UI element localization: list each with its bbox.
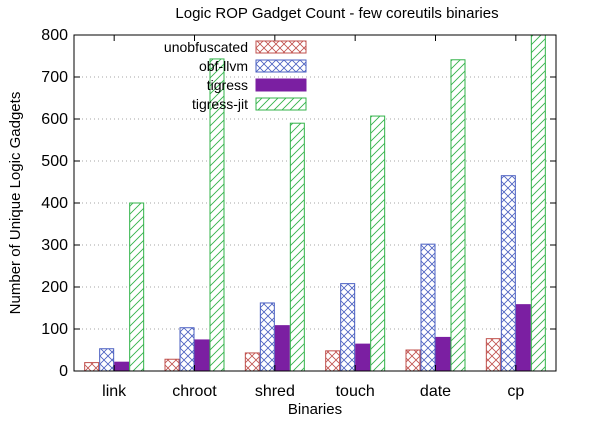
legend-swatch-unobfuscated	[255, 40, 307, 54]
y-tick-label: 100	[41, 321, 68, 338]
x-tick-label-date: date	[420, 383, 451, 400]
bar-link-tigress	[114, 361, 130, 372]
bar-date-unobfuscated	[405, 349, 421, 372]
bar-date-tigress	[435, 336, 451, 372]
y-tick-label: 700	[41, 69, 68, 86]
bar-link-unobfuscated	[84, 362, 100, 372]
y-tick-label: 300	[41, 237, 68, 254]
legend-swatch-obf-llvm	[255, 59, 307, 73]
bar-cp-obf-llvm	[500, 175, 516, 372]
y-tick-label: 200	[41, 279, 68, 296]
x-tick-label-chroot: chroot	[172, 383, 217, 400]
bar-link-tigress-jit	[129, 202, 145, 372]
legend-swatch-tigress-jit	[255, 97, 307, 111]
bar-shred-unobfuscated	[244, 352, 260, 372]
y-tick-label: 600	[41, 111, 68, 128]
y-axis-title: Number of Unique Logic Gadgets	[7, 92, 24, 315]
x-tick-label-touch: touch	[336, 383, 375, 400]
bar-cp-tigress	[515, 304, 531, 372]
legend-label-unobfuscated: unobfuscated	[164, 39, 248, 55]
bar-link-obf-llvm	[99, 348, 115, 372]
bar-touch-obf-llvm	[340, 283, 356, 372]
x-ticks: link chroot shred touch date cp	[102, 35, 524, 400]
y-tick-label: 500	[41, 153, 68, 170]
bar-cp-tigress-jit	[530, 34, 546, 372]
x-tick-label-cp: cp	[507, 383, 524, 400]
bar-shred-tigress	[274, 325, 290, 372]
bar-touch-tigress	[355, 343, 371, 372]
legend-swatch-tigress	[255, 78, 307, 92]
gridlines	[74, 76, 556, 330]
legend-label-tigress: tigress	[207, 77, 248, 93]
bars	[84, 34, 546, 372]
legend: unobfuscated obf-llvm tigress tigress-jit	[164, 39, 307, 112]
bar-chroot-unobfuscated	[164, 358, 180, 372]
bar-touch-unobfuscated	[325, 350, 341, 372]
y-tick-label: 0	[59, 363, 68, 380]
bar-date-tigress-jit	[450, 59, 466, 372]
bar-shred-tigress-jit	[289, 122, 305, 372]
legend-label-tigress-jit: tigress-jit	[192, 96, 248, 112]
y-tick-label: 800	[41, 27, 68, 44]
bar-cp-unobfuscated	[485, 338, 501, 372]
x-tick-label-link: link	[102, 383, 127, 400]
x-axis-title: Binaries	[288, 401, 342, 418]
y-ticks: 0 100 200 300 400 500 600 700 800	[41, 27, 556, 380]
x-tick-label-shred: shred	[255, 383, 295, 400]
bar-chroot-tigress	[194, 339, 210, 372]
bar-date-obf-llvm	[420, 243, 436, 372]
bar-touch-tigress-jit	[370, 115, 386, 372]
chart-title: Logic ROP Gadget Count - few coreutils b…	[175, 5, 498, 22]
bar-chroot-obf-llvm	[179, 327, 195, 372]
legend-label-obf-llvm: obf-llvm	[199, 58, 248, 74]
bar-shred-obf-llvm	[259, 302, 275, 372]
y-tick-label: 400	[41, 195, 68, 212]
